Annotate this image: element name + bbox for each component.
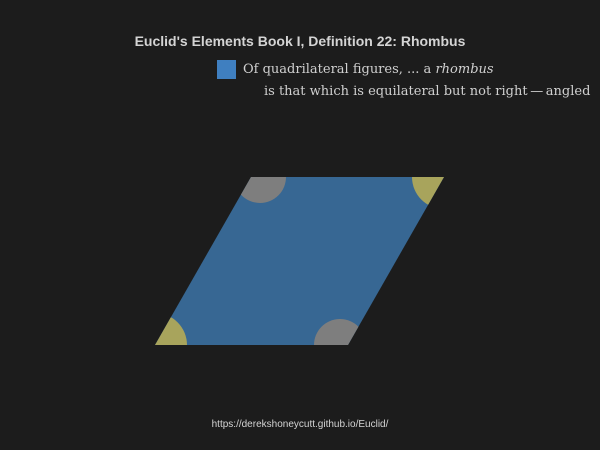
legend-swatch: [217, 60, 236, 79]
source-url: https://derekshoneycutt.github.io/Euclid…: [211, 419, 389, 430]
rhombus: [155, 177, 444, 345]
acute-angle-marker-bottom-left: [155, 313, 187, 345]
obtuse-angle-marker-top-left: [234, 177, 286, 203]
figure-title: Euclid's Elements Book I, Definition 22:…: [134, 33, 466, 49]
acute-angle-marker-top-right: [412, 177, 444, 209]
legend-text-term: rhombus: [435, 62, 494, 77]
legend-text-prefix: Of quadrilateral figures, ... a: [243, 62, 436, 77]
legend-text-line-1: Of quadrilateral figures, ... a rhombus: [243, 62, 494, 77]
obtuse-angle-marker-bottom-right: [314, 319, 366, 345]
legend-text-line-2: is that which is equilateral but not rig…: [264, 84, 591, 99]
